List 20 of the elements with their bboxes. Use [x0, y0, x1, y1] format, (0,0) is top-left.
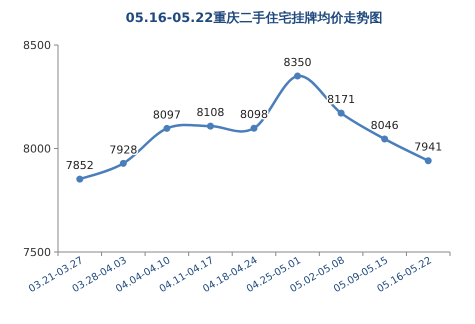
- point: [76, 176, 84, 183]
- data-label: 7941: [414, 140, 442, 154]
- point: [338, 110, 345, 117]
- point: [163, 124, 170, 132]
- point: [250, 124, 258, 132]
- point: [381, 135, 388, 142]
- y-tick-label: 8500: [23, 39, 51, 52]
- data-label: 8350: [284, 56, 312, 70]
- point: [206, 122, 214, 130]
- data-label: 7928: [109, 143, 138, 156]
- point: [120, 160, 127, 167]
- chart-title: 05.16-05.22重庆二手住宅挂牌均价走势图: [126, 10, 382, 26]
- data-label: 8097: [152, 108, 181, 122]
- data-label: 7852: [66, 159, 94, 172]
- y-tick-label: 7500: [23, 246, 51, 259]
- point: [424, 157, 432, 164]
- data-label: 8046: [370, 118, 399, 132]
- data-label: 8108: [196, 106, 224, 120]
- point: [294, 72, 302, 80]
- y-tick-label: 8000: [23, 142, 51, 156]
